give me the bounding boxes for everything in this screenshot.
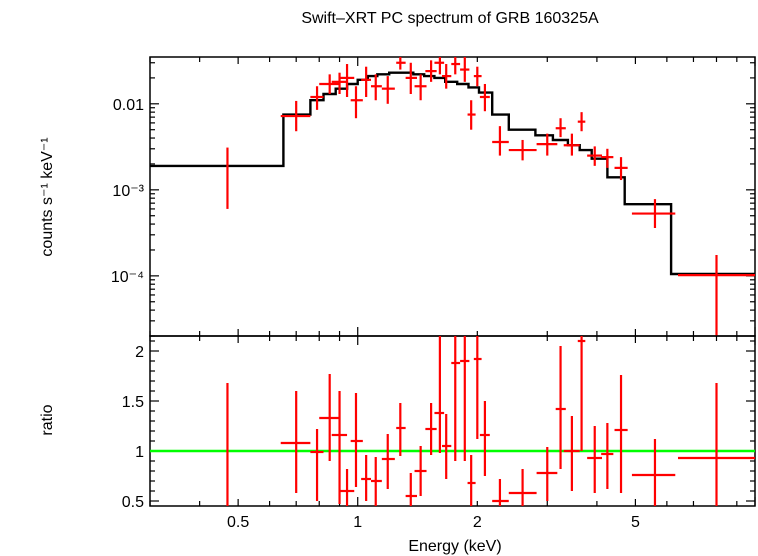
spectrum-data-point — [508, 139, 537, 161]
ratio-data-point — [339, 469, 355, 506]
top-panel-frame — [149, 56, 756, 337]
ratio-data-point — [601, 423, 614, 489]
spectrum-data-point — [350, 86, 363, 119]
ratio-y-tick-label: 0.5 — [122, 494, 144, 511]
spectrum-data-point — [381, 76, 395, 104]
spectrum-data-point — [631, 199, 676, 229]
ratio-data-point — [473, 336, 482, 439]
spectrum-data-point — [280, 100, 311, 132]
ratio-panel: 0.5 1 2 5 0.5 1 1.5 2 — [122, 335, 756, 531]
spectrum-data-point — [434, 57, 445, 75]
spectrum-data-point — [577, 112, 586, 132]
spectrum-data-point — [451, 57, 461, 75]
top-y-axis-label: counts s⁻¹ keV⁻¹ — [39, 137, 56, 256]
ratio-data-point — [381, 434, 395, 489]
spectrum-data-point — [319, 74, 340, 95]
x-tick-label: 1 — [353, 514, 362, 531]
spectrum-data-point — [678, 254, 755, 336]
ratio-data-point — [614, 375, 628, 493]
ratio-data-point — [631, 439, 676, 506]
spectrum-data-point — [587, 146, 603, 166]
spectrum-data-point — [563, 133, 580, 156]
spectrum-data-point — [425, 60, 437, 82]
x-tick-label: 2 — [473, 514, 482, 531]
ratio-data-point — [555, 346, 566, 469]
spectrum-data-point — [396, 57, 406, 70]
spectrum-data-point — [331, 72, 348, 95]
ratio-data-point — [350, 393, 363, 487]
top-y-tick-label: 10⁻³ — [112, 183, 144, 200]
ratio-data-point — [331, 391, 348, 504]
ratio-y-tick-label: 1 — [135, 444, 144, 461]
ratio-data-point — [434, 336, 445, 453]
ratio-data-point — [492, 479, 509, 506]
chart-title: Swift–XRT PC spectrum of GRB 160325A — [301, 10, 599, 27]
ratio-data-point — [678, 383, 755, 506]
spectrum-data-point — [479, 83, 490, 112]
spectrum-data-point — [536, 133, 558, 156]
ratio-data-point — [361, 455, 372, 501]
x-tick-label: 0.5 — [227, 514, 249, 531]
ratio-data-point — [310, 429, 324, 501]
ratio-data-point — [563, 416, 580, 491]
spectrum-data-point — [492, 126, 509, 156]
model-step-line — [150, 71, 755, 276]
ratio-data-point — [396, 403, 406, 456]
ratio-data-point — [280, 391, 311, 493]
spectrum-data-point — [361, 66, 372, 97]
spectrum-data-point — [371, 74, 382, 101]
ratio-data-point — [508, 469, 537, 506]
ratio-data-point — [319, 374, 340, 461]
ratio-data-point — [414, 446, 427, 496]
ratio-y-tick-label: 1.5 — [122, 394, 144, 411]
spectrum-data-point — [405, 62, 418, 95]
top-y-tick-label: 0.01 — [113, 97, 144, 114]
spectrum-data-point — [601, 148, 614, 168]
ratio-data-point — [425, 403, 437, 455]
spectrum-data-point — [339, 64, 355, 97]
spectrum-data-point — [467, 100, 476, 130]
ratio-data-point — [587, 426, 603, 493]
ratio-data-point — [577, 336, 586, 451]
spectrum-data-point — [310, 86, 324, 110]
spectrum-data-point — [555, 118, 566, 138]
bottom-y-axis-label: ratio — [39, 404, 56, 435]
x-axis-label: Energy (keV) — [408, 538, 501, 555]
ratio-data-point — [451, 336, 461, 461]
x-tick-label: 5 — [631, 514, 640, 531]
spectrum-data-point — [473, 66, 482, 87]
ratio-data-point — [405, 473, 418, 506]
spectrum-data-point — [614, 157, 628, 181]
top-y-tick-label: 10⁻⁴ — [111, 269, 144, 286]
spectrum-data-point — [414, 74, 427, 101]
spectrum-panel: 0.01 10⁻³ 10⁻⁴ — [111, 56, 756, 337]
ratio-data-point — [442, 414, 452, 479]
ratio-data-point — [479, 401, 490, 476]
ratio-data-point — [371, 457, 382, 506]
ratio-data-point — [536, 447, 558, 501]
ratio-panel-frame — [149, 335, 756, 507]
spectrum-data-point — [442, 64, 452, 89]
ratio-y-tick-label: 2 — [135, 344, 144, 361]
ratio-data-point — [460, 336, 470, 461]
spectrum-data-point — [460, 57, 470, 82]
ratio-data-point — [467, 455, 476, 506]
